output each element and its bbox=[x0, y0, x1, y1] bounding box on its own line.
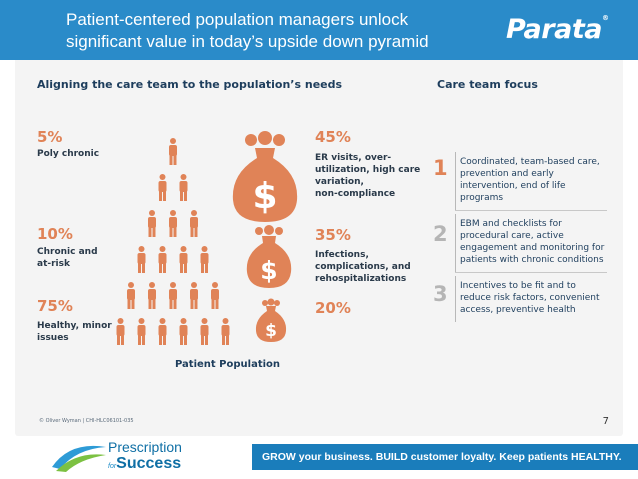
page-number: 7 bbox=[602, 416, 609, 427]
patient-population-label: Patient Population bbox=[175, 359, 281, 370]
tier-text-line: intervention, end of life bbox=[460, 181, 566, 191]
cost-percent-2: 35% bbox=[315, 226, 351, 244]
tier-text-line: procedural care, active bbox=[460, 231, 564, 241]
tier-text-line: engagement and monitoring for bbox=[460, 243, 605, 253]
cost-label-line: non-compliance bbox=[315, 189, 396, 199]
person-icon bbox=[148, 282, 156, 309]
person-icon bbox=[158, 174, 167, 201]
parata-logo: Parata® bbox=[506, 14, 609, 45]
brand-for: for bbox=[108, 463, 117, 470]
left-heading: Aligning the care team to the population… bbox=[37, 78, 343, 91]
person-icon bbox=[137, 318, 146, 345]
tier-text-line: prevention and early bbox=[460, 169, 554, 179]
footer-tagline-bar bbox=[252, 444, 638, 470]
tier-number-3: 3 bbox=[433, 282, 448, 306]
person-icon bbox=[179, 246, 188, 273]
money-bag-symbol: $ bbox=[252, 176, 277, 217]
person-icon bbox=[148, 210, 156, 237]
tier-text-line: access, preventive health bbox=[460, 305, 576, 315]
tier-text-line: EBM and checklists for bbox=[460, 219, 562, 229]
money-bag-icon: $ bbox=[255, 298, 287, 342]
person-icon bbox=[211, 282, 219, 309]
healthy-percent: 75% bbox=[37, 297, 73, 315]
poly-chronic-label-line: Poly chronic bbox=[37, 149, 100, 159]
copyright-note: © Oliver Wyman | CHI-HLC06101-035 bbox=[39, 418, 134, 424]
tier-number-1: 1 bbox=[433, 156, 448, 180]
cost-label-line: ER visits, over- bbox=[315, 153, 392, 163]
slide-title: Patient-centered population managers unl… bbox=[66, 9, 506, 53]
slide-content: Aligning the care team to the population… bbox=[15, 60, 623, 436]
money-bag-symbol: $ bbox=[265, 321, 277, 341]
tier-text-3: Incentives to be fit and to reduce risk … bbox=[460, 280, 600, 316]
cost-label-line: Infections, bbox=[315, 250, 369, 260]
cost-label-line: utilization, high care bbox=[315, 165, 421, 175]
tier-text-line: Incentives to be fit and to bbox=[460, 281, 576, 291]
cost-label-1: ER visits, over- utilization, high care … bbox=[315, 152, 420, 200]
healthy-label-line: issues bbox=[37, 333, 69, 343]
tier-text-line: programs bbox=[460, 193, 504, 203]
cost-percent-1: 45% bbox=[315, 128, 351, 146]
person-icon bbox=[137, 246, 146, 273]
slide-title-line-1: Patient-centered population managers unl… bbox=[66, 10, 409, 29]
person-icon bbox=[221, 318, 230, 345]
person-icon bbox=[127, 282, 135, 309]
tier-number-2: 2 bbox=[433, 222, 448, 246]
cost-percent-3: 20% bbox=[315, 299, 351, 317]
person-icon bbox=[190, 210, 198, 237]
slide-title-line-2: significant value in today’s upside down… bbox=[66, 32, 429, 51]
chronic-risk-label: Chronic and at-risk bbox=[37, 246, 98, 270]
money-bag-icon: $ bbox=[246, 225, 292, 288]
tier-text-line: Coordinated, team-based care, bbox=[460, 157, 600, 167]
healthy-label-line: Healthy, minor bbox=[37, 321, 112, 331]
tier-divider bbox=[455, 214, 456, 272]
poly-chronic-percent: 5% bbox=[37, 128, 63, 146]
brand-success: Success bbox=[116, 455, 182, 472]
chronic-risk-label-line: Chronic and bbox=[37, 247, 98, 257]
poly-chronic-label: Poly chronic bbox=[37, 148, 99, 160]
brand-name-line-1: Prescription bbox=[108, 439, 182, 455]
title-banner: Patient-centered population managers unl… bbox=[0, 0, 638, 60]
cost-label-line: variation, bbox=[315, 177, 364, 187]
tier-text-2: EBM and checklists for procedural care, … bbox=[460, 218, 604, 266]
footer-tagline: GROW your business. BUILD customer loyal… bbox=[262, 451, 622, 463]
person-icon bbox=[169, 210, 177, 237]
tier-separator bbox=[455, 210, 607, 211]
money-bag-symbol: $ bbox=[260, 256, 277, 285]
chronic-risk-label-line: at-risk bbox=[37, 259, 70, 269]
parata-logo-text: Parata bbox=[506, 14, 602, 45]
cost-label-line: rehospitalizations bbox=[315, 274, 407, 284]
tier-divider bbox=[455, 276, 456, 322]
person-icon bbox=[179, 174, 188, 201]
registered-mark: ® bbox=[601, 14, 609, 22]
person-icon bbox=[179, 318, 188, 345]
tier-separator bbox=[455, 272, 607, 273]
tier-text-line: patients with chronic conditions bbox=[460, 255, 604, 265]
tier-text-line: reduce risk factors, convenient bbox=[460, 293, 600, 303]
person-icon bbox=[169, 138, 177, 165]
brand-name-line-2: forSuccess bbox=[108, 455, 181, 473]
tier-text-1: Coordinated, team-based care, prevention… bbox=[460, 156, 600, 204]
prescription-for-success-logo: Prescription forSuccess bbox=[50, 437, 250, 477]
cost-label-2: Infections, complications, and rehospita… bbox=[315, 249, 411, 285]
tier-divider bbox=[455, 152, 456, 210]
money-bag-icon: $ bbox=[232, 131, 298, 222]
person-icon bbox=[169, 282, 177, 309]
person-icon bbox=[116, 318, 125, 345]
person-icon bbox=[158, 318, 167, 345]
right-heading: Care team focus bbox=[437, 78, 538, 91]
chronic-risk-percent: 10% bbox=[37, 225, 73, 243]
person-icon bbox=[190, 282, 198, 309]
patient-pyramid bbox=[116, 138, 230, 345]
person-icon bbox=[158, 246, 167, 273]
cost-label-line: complications, and bbox=[315, 262, 411, 272]
person-icon bbox=[200, 318, 209, 345]
prescription-swoosh-icon bbox=[52, 445, 106, 472]
healthy-label: Healthy, minor issues bbox=[37, 320, 112, 344]
person-icon bbox=[200, 246, 209, 273]
